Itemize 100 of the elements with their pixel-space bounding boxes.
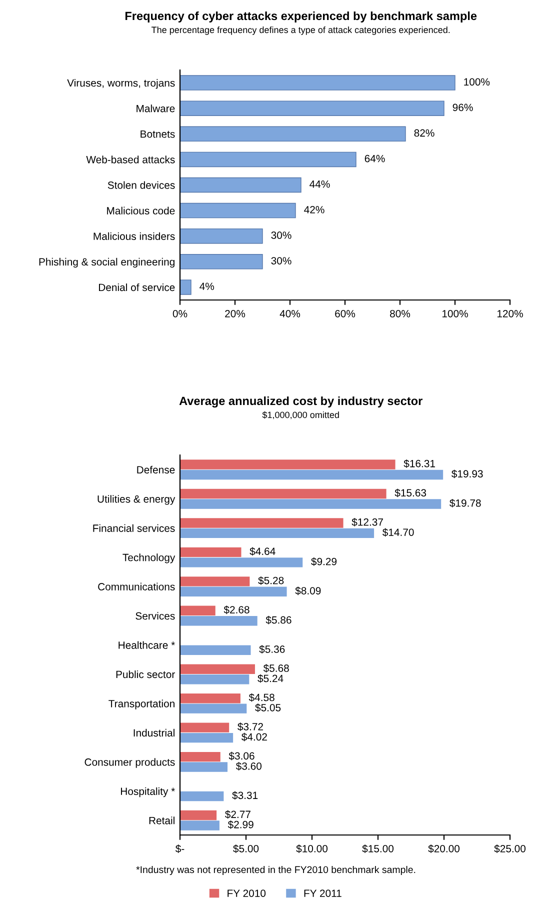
data-label: 96%	[452, 104, 473, 112]
data-label: $5.28	[258, 576, 284, 585]
y-tick-label: Hospitality *	[120, 787, 175, 798]
bar	[180, 645, 251, 655]
bar	[180, 460, 396, 470]
y-tick-label: Malicious code	[107, 206, 175, 214]
bar	[180, 616, 258, 626]
data-label: $4.02	[242, 732, 267, 742]
data-label: 30%	[271, 232, 292, 239]
data-label: $19.93	[452, 470, 483, 478]
y-tick-label: Botnets	[140, 130, 175, 138]
y-tick-label: Viruses, worms, trojans	[67, 79, 175, 89]
data-label: $8.09	[295, 586, 321, 596]
bar	[180, 586, 287, 597]
x-tick-label: $5.00	[233, 844, 259, 853]
y-tick-label: Public sector	[116, 670, 175, 678]
data-label: 42%	[304, 206, 324, 214]
bar	[180, 280, 192, 295]
bar	[180, 732, 234, 743]
legend-label: FY 2010	[228, 890, 266, 897]
data-label: $2.77	[225, 810, 250, 819]
chart-title: Frequency of cyber attacks experienced by benchmark sample	[125, 11, 477, 22]
y-tick-label: Retail	[149, 816, 174, 824]
bar	[180, 704, 247, 714]
bar	[180, 762, 228, 772]
x-tick-label: $10.00	[296, 844, 328, 853]
data-label: $5.86	[266, 616, 292, 624]
y-tick-label: Services	[136, 612, 175, 620]
bar	[180, 499, 442, 509]
data-label: $19.78	[450, 498, 481, 508]
chart-title: Average annualized cost by industry sector	[179, 396, 422, 408]
bar	[180, 177, 302, 193]
y-tick-label: Industrial	[134, 728, 174, 737]
data-label: $5.68	[263, 664, 289, 673]
y-tick-label: Malicious insiders	[94, 232, 175, 240]
data-label: $3.72	[238, 722, 263, 731]
data-label: $4.58	[248, 693, 274, 702]
data-label: 44%	[310, 180, 330, 188]
data-label: 82%	[414, 129, 434, 137]
bar	[180, 228, 263, 244]
bar	[180, 576, 250, 586]
x-tick-label: $-	[175, 844, 184, 853]
data-label: $3.60	[236, 762, 262, 770]
y-tick-label: Communications	[98, 582, 175, 590]
data-label: $12.37	[352, 518, 383, 526]
bar	[180, 722, 230, 732]
data-label: $5.05	[255, 704, 281, 712]
y-tick-label: Utilities & energy	[98, 495, 176, 505]
y-tick-label: Consumer products	[84, 758, 175, 768]
bar	[180, 100, 444, 116]
data-label: $3.06	[228, 752, 254, 760]
x-tick-label: $20.00	[428, 844, 460, 853]
y-tick-label: Technology	[122, 554, 176, 564]
bar	[180, 488, 386, 499]
bar	[180, 810, 217, 820]
bar	[180, 470, 444, 480]
data-label: 4%	[200, 282, 214, 290]
bar	[180, 126, 406, 142]
bar	[180, 820, 220, 830]
x-tick-label: 0%	[172, 310, 188, 318]
bar	[180, 528, 374, 538]
data-label: $14.70	[382, 528, 414, 537]
chart-subtitle: The percentage frequency defines a type of attack categories experienced.	[152, 26, 450, 35]
x-tick-label: 80%	[390, 310, 410, 318]
bar	[180, 674, 250, 684]
bar	[180, 202, 296, 218]
bar	[180, 558, 303, 568]
bar	[180, 664, 255, 674]
x-tick-label: 120%	[497, 310, 523, 318]
data-label: $16.31	[404, 459, 435, 468]
bar	[180, 152, 356, 168]
chart-subtitle: $1,000,000 omitted	[262, 411, 339, 420]
data-label: $9.29	[311, 557, 337, 566]
bar	[180, 547, 242, 558]
y-tick-label: Denial of service	[98, 283, 175, 292]
bar	[180, 752, 220, 762]
data-label: 30%	[271, 257, 292, 264]
y-tick-label: Healthcare *	[118, 641, 175, 649]
legend-label: FY 2011	[304, 890, 342, 897]
x-tick-label: $25.00	[494, 844, 526, 853]
bar	[180, 606, 216, 616]
y-tick-label: Phishing & social engineering	[39, 258, 174, 268]
x-tick-label: $15.00	[362, 844, 394, 853]
data-label: $2.68	[224, 606, 250, 614]
bar	[180, 254, 263, 270]
y-tick-label: Defense	[137, 466, 175, 474]
bar	[180, 75, 456, 90]
data-label: $4.64	[250, 547, 276, 556]
data-label: $15.63	[394, 488, 426, 498]
data-label: $2.99	[228, 820, 254, 829]
y-tick-label: Financial services	[93, 524, 175, 532]
data-label: 64%	[364, 154, 385, 162]
y-tick-label: Stolen devices	[108, 181, 175, 189]
x-tick-label: 20%	[225, 310, 246, 318]
bar	[180, 518, 344, 528]
y-tick-label: Malware	[136, 104, 175, 112]
data-label: $5.24	[258, 674, 284, 683]
bar	[180, 693, 240, 704]
bar	[180, 791, 224, 802]
y-tick-label: Transportation	[108, 700, 174, 710]
